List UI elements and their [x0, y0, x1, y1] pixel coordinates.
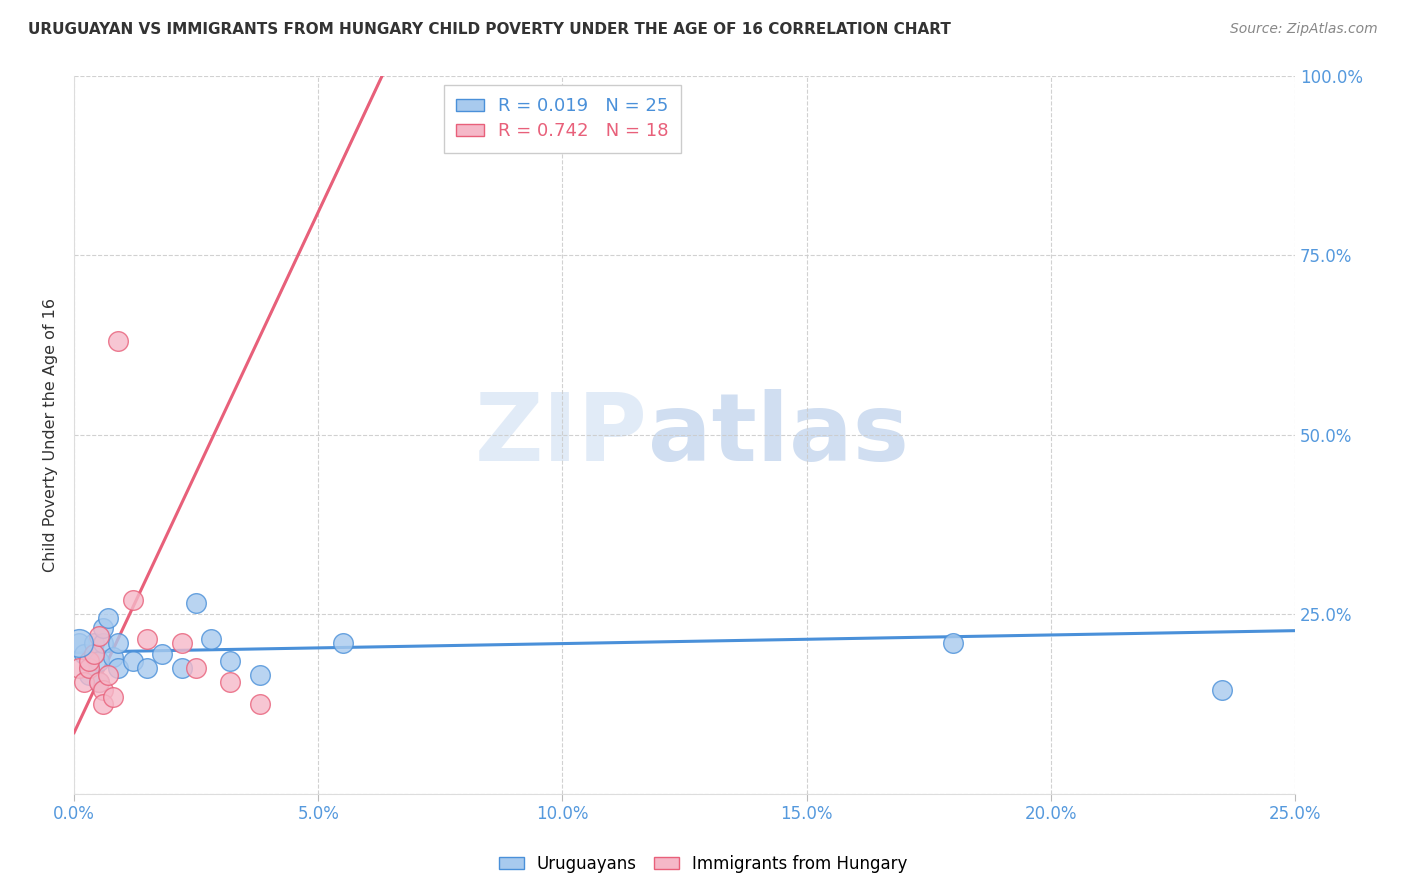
Point — [107, 661, 129, 675]
Text: atlas: atlas — [648, 389, 908, 481]
Point — [87, 629, 110, 643]
Point — [332, 636, 354, 650]
Point — [87, 654, 110, 668]
Point — [942, 636, 965, 650]
Point — [249, 697, 271, 711]
Text: URUGUAYAN VS IMMIGRANTS FROM HUNGARY CHILD POVERTY UNDER THE AGE OF 16 CORRELATI: URUGUAYAN VS IMMIGRANTS FROM HUNGARY CHI… — [28, 22, 950, 37]
Point — [93, 697, 115, 711]
Point — [136, 632, 159, 647]
Point — [93, 636, 115, 650]
Point — [170, 636, 193, 650]
Point — [219, 654, 242, 668]
Point — [67, 636, 90, 650]
Text: ZIP: ZIP — [475, 389, 648, 481]
Point — [150, 647, 173, 661]
Point — [67, 636, 90, 650]
Point — [1211, 682, 1233, 697]
Point — [107, 334, 129, 349]
Point — [101, 650, 124, 665]
Point — [93, 622, 115, 636]
Point — [121, 592, 143, 607]
Point — [83, 647, 105, 661]
Point — [73, 647, 96, 661]
Point — [101, 690, 124, 704]
Point — [67, 661, 90, 675]
Point — [87, 675, 110, 690]
Point — [186, 661, 208, 675]
Point — [200, 632, 222, 647]
Point — [97, 611, 120, 625]
Point — [219, 675, 242, 690]
Point — [77, 661, 100, 675]
Point — [77, 654, 100, 668]
Point — [249, 668, 271, 682]
Point — [83, 647, 105, 661]
Point — [73, 675, 96, 690]
Point — [107, 636, 129, 650]
Point — [93, 682, 115, 697]
Point — [83, 636, 105, 650]
Legend: Uruguayans, Immigrants from Hungary: Uruguayans, Immigrants from Hungary — [492, 848, 914, 880]
Y-axis label: Child Poverty Under the Age of 16: Child Poverty Under the Age of 16 — [44, 298, 58, 572]
Point — [136, 661, 159, 675]
Point — [77, 668, 100, 682]
Point — [77, 661, 100, 675]
Point — [186, 596, 208, 610]
Point — [170, 661, 193, 675]
Point — [121, 654, 143, 668]
Legend: R = 0.019   N = 25, R = 0.742   N = 18: R = 0.019 N = 25, R = 0.742 N = 18 — [444, 85, 681, 153]
Text: Source: ZipAtlas.com: Source: ZipAtlas.com — [1230, 22, 1378, 37]
Point — [97, 668, 120, 682]
Point — [87, 675, 110, 690]
